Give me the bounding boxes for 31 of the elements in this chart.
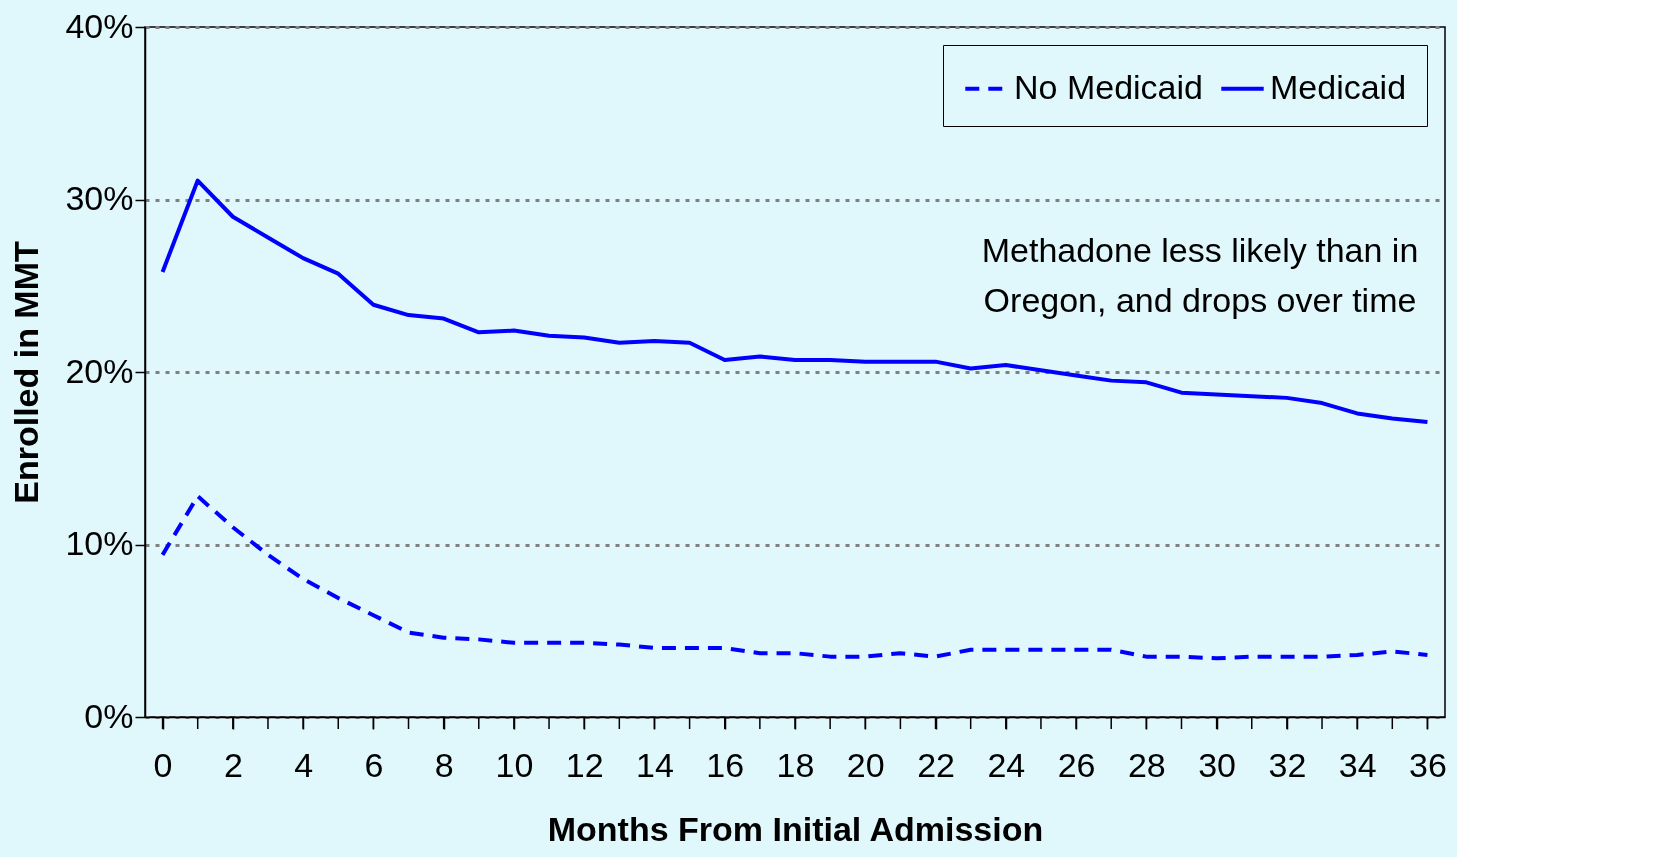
x-tick-label: 4 bbox=[294, 745, 314, 784]
x-tick-label: 20 bbox=[846, 745, 885, 784]
x-tick-label: 10 bbox=[495, 745, 534, 784]
x-tick-label: 24 bbox=[987, 745, 1026, 784]
x-tick-label: 2 bbox=[223, 745, 243, 784]
x-tick-label: 8 bbox=[434, 745, 454, 784]
x-tick-label: 6 bbox=[364, 745, 384, 784]
y-tick-label: 10% bbox=[65, 524, 134, 562]
legend-label: Medicaid bbox=[1270, 67, 1407, 106]
x-tick-label: 26 bbox=[1057, 745, 1096, 784]
x-tick-label: 0 bbox=[153, 745, 173, 784]
x-tick-label: 14 bbox=[636, 745, 674, 784]
x-tick-label: 12 bbox=[565, 745, 604, 784]
y-tick-label: 30% bbox=[65, 179, 134, 217]
x-tick-label: 32 bbox=[1268, 745, 1307, 784]
y-tick-label: 0% bbox=[84, 696, 134, 735]
line-series bbox=[160, 494, 1430, 661]
annotation: Methadone less likely than in Oregon, and drops over time bbox=[981, 231, 1419, 319]
legend-label: No Medicaid bbox=[1014, 67, 1203, 106]
y-axis-title: Enrolled in MMT bbox=[7, 241, 46, 504]
line-series bbox=[160, 178, 1430, 425]
x-tick-label: 34 bbox=[1338, 745, 1377, 784]
x-tick-label: 36 bbox=[1409, 745, 1447, 784]
x-tick-label: 28 bbox=[1127, 745, 1166, 784]
x-tick-label: 22 bbox=[917, 745, 955, 784]
y-tick-label: 40% bbox=[65, 6, 134, 45]
x-tick-label: 30 bbox=[1198, 745, 1237, 784]
x-tick-label: 18 bbox=[776, 745, 815, 784]
x-tick-label: 16 bbox=[706, 745, 745, 784]
y-tick-label: 20% bbox=[65, 351, 134, 390]
x-axis-title: Months From Initial Admission bbox=[547, 809, 1044, 848]
